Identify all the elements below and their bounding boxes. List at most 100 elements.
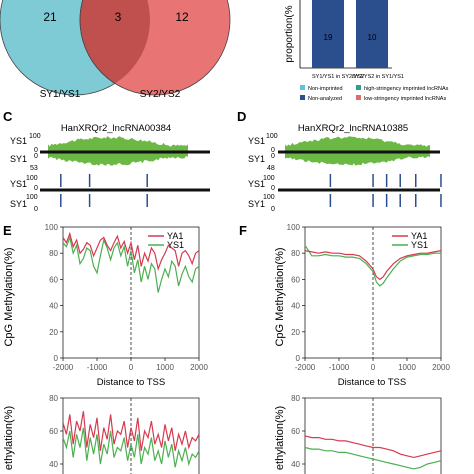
y-axis-label: CpG Methylation(%): [3, 247, 15, 346]
panel-e-lower: ethylation(%) 80 60 40: [3, 394, 200, 474]
y-tick-label: 20: [291, 328, 300, 337]
series-line: [62, 427, 200, 468]
series-line: [62, 411, 200, 451]
proportion-bar: [356, 0, 388, 68]
panel-f-lower: ethylation(%) 80 60 40: [274, 394, 442, 474]
track-label: YS1: [248, 179, 265, 189]
y-tick-label: 60: [49, 427, 58, 436]
venn-center-count: 3: [115, 10, 122, 24]
proportion-category: SY1/YS1 in SY2/YS2: [312, 74, 364, 80]
venn-overlap: [79, 0, 150, 95]
y-tick-label: 40: [49, 302, 58, 311]
y-tick-label: 60: [291, 427, 300, 436]
y-tick-label: 0: [296, 354, 301, 363]
panel-letter: F: [239, 223, 247, 238]
series-line: [304, 244, 441, 287]
y-axis-label: ethylation(%): [3, 406, 15, 470]
series-line: [62, 235, 200, 293]
proportion-bar-value: 19: [324, 33, 333, 42]
legend-swatch: [356, 95, 361, 100]
x-tick-label: 1000: [398, 363, 416, 372]
axis-tick: 0: [271, 153, 275, 160]
axis-tick: 0: [271, 147, 275, 154]
venn-diagram: 21 3 12 SY1/YS1 SY2/YS2: [0, 0, 231, 100]
x-tick-label: -1000: [329, 363, 350, 372]
y-tick-label: 100: [45, 223, 59, 232]
legend-swatch: [356, 85, 361, 90]
series-line: [304, 446, 442, 470]
x-tick-label: 2000: [432, 363, 450, 372]
axis-tick: 100: [263, 175, 275, 182]
legend-swatch: [300, 85, 305, 90]
y-tick-label: 60: [49, 275, 58, 284]
panel-letter: E: [3, 223, 12, 238]
track-label: SY1: [248, 199, 265, 209]
panel-e: E CpG Methylation(%) Distance to TSS 0 20…: [3, 223, 208, 388]
axis-tick: 0: [34, 147, 38, 154]
y-tick-label: 80: [49, 249, 58, 258]
venn-left-label: SY1/YS1: [40, 89, 81, 100]
line-plot-f-lower: 80 60 40: [291, 394, 442, 474]
axis-tick: 0: [34, 206, 38, 213]
legend-label: low-stringency imprinted lncRNAs: [364, 96, 446, 102]
line-plot-e-lower: 80 60 40: [49, 394, 200, 474]
y-tick-label: 100: [287, 223, 301, 232]
line-plot-e: 0 20 40 60 80 100 -2000 -1000 0 1000 2000: [45, 223, 209, 372]
track-label: YS1: [10, 136, 27, 146]
y-axis-label: ethylation(%): [274, 406, 286, 470]
series-line: [304, 435, 442, 459]
y-tick-label: 40: [291, 302, 300, 311]
track-label: YS1: [248, 136, 265, 146]
venn-right-count: 12: [175, 10, 189, 24]
axis-tick: 100: [26, 194, 38, 201]
panel-c: C HanXRQr2_lncRNA00384 YS1 SY1 YS1 SY1 1…: [3, 109, 210, 213]
axis-tick: 53: [30, 165, 38, 172]
legend-label: YA1: [167, 231, 183, 241]
cpg-site-marks: [60, 174, 148, 207]
legend-label: Non-analyzed: [308, 96, 342, 102]
y-tick-label: 80: [291, 394, 300, 403]
axis-tick: 100: [26, 175, 38, 182]
axis-tick: 100: [263, 194, 275, 201]
track-title: HanXRQr2_lncRNA10385: [298, 123, 408, 134]
x-tick-label: 1000: [156, 363, 174, 372]
y-tick-label: 60: [291, 275, 300, 284]
series-line: [304, 250, 442, 281]
venn-left-count: 21: [43, 10, 57, 24]
venn-right-label: SY2/YS2: [140, 89, 181, 100]
y-tick-label: 0: [54, 354, 59, 363]
proportion-ylabel: proportion(%: [284, 5, 295, 62]
legend-label: YS1: [167, 240, 184, 250]
x-axis-label: Distance to TSS: [338, 377, 406, 388]
axis-tick: 0: [34, 185, 38, 192]
track-label: SY1: [10, 199, 27, 209]
cpg-site-marks: [329, 174, 442, 207]
axis-tick: 100: [29, 133, 41, 140]
axis-tick: 0: [34, 153, 38, 160]
legend-swatch: [300, 95, 305, 100]
line-plot-f: 0 20 40 60 80 100 -2000 -1000 0 1000 2000: [287, 223, 451, 372]
y-tick-label: 20: [49, 328, 58, 337]
track-label: SY1: [10, 154, 27, 164]
x-tick-label: -2000: [295, 363, 316, 372]
track-label: YS1: [10, 179, 27, 189]
panel-d: D HanXRQr2_lncRNA10385 YS1 SY1 YS1 SY1 1…: [237, 109, 442, 213]
axis-tick: 100: [266, 133, 278, 140]
proportion-category: SY2/YS2 in SY1/YS1: [352, 74, 404, 80]
panel-letter: C: [3, 109, 13, 124]
legend-label: YS1: [411, 240, 428, 250]
x-tick-label: -1000: [87, 363, 108, 372]
y-tick-label: 40: [49, 460, 58, 469]
axis-tick: 0: [271, 185, 275, 192]
axis-tick: 48: [267, 165, 275, 172]
panel-f: F CpG Methylation(%) Distance to TSS 0 20…: [239, 223, 450, 388]
panel-letter: D: [237, 109, 246, 124]
proportion-chart: proportion(% 19 10 SY1/YS1 in SY2/YS2 SY…: [284, 0, 449, 102]
x-tick-label: -2000: [53, 363, 74, 372]
y-tick-label: 40: [291, 460, 300, 469]
series-line: [62, 231, 200, 272]
x-axis-label: Distance to TSS: [97, 377, 165, 388]
legend-label: high-stringency imprinted lncRNAs: [364, 86, 449, 92]
axis-tick: 0: [271, 206, 275, 213]
